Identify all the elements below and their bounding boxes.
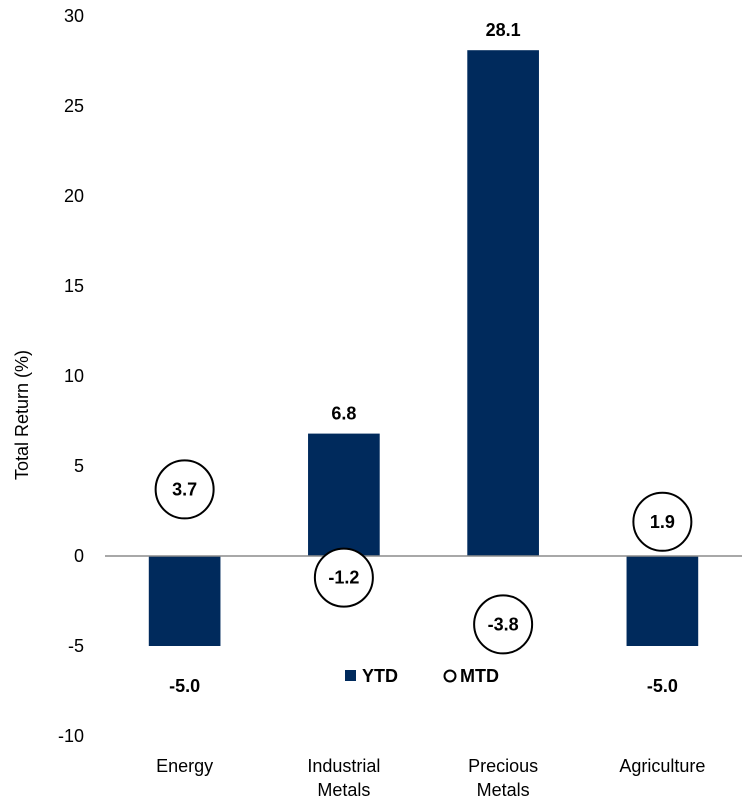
- legend-mtd-label: MTD: [460, 666, 499, 686]
- legend-ytd-swatch: [345, 670, 356, 681]
- category-label: Agriculture: [619, 756, 705, 776]
- ytd-bar: [148, 556, 221, 646]
- category-label: Precious: [468, 756, 538, 776]
- category-label: Energy: [156, 756, 213, 776]
- ytd-bar: [308, 433, 380, 556]
- y-tick-label: 10: [64, 366, 84, 386]
- category-label: Metals: [477, 780, 530, 800]
- y-tick-label: -10: [58, 726, 84, 746]
- mtd-data-label: -3.8: [488, 614, 519, 634]
- y-tick-label: -5: [68, 636, 84, 656]
- ytd-data-labels: -5.0 6.8 28.1 -5.0: [169, 20, 678, 696]
- ytd-data-label: 28.1: [486, 20, 521, 40]
- legend-mtd-marker: [443, 669, 457, 683]
- y-tick-label: 5: [74, 456, 84, 476]
- y-tick-label: 0: [74, 546, 84, 566]
- mtd-marker: [473, 594, 534, 655]
- ytd-bars: [148, 50, 699, 646]
- mtd-marker: [632, 491, 693, 552]
- mtd-data-label: 1.9: [650, 512, 675, 532]
- category-label: Industrial: [307, 756, 380, 776]
- legend: YTD MTD: [345, 666, 499, 686]
- y-tick-label: 15: [64, 276, 84, 296]
- ytd-bar: [626, 556, 699, 646]
- y-axis-title: Total Return (%): [12, 350, 32, 480]
- y-tick-label: 30: [64, 6, 84, 26]
- y-axis-tick-labels: 30 25 20 15 10 5 0 -5 -10: [58, 6, 84, 746]
- legend-ytd-label: YTD: [362, 666, 398, 686]
- category-labels: Energy Industrial Metals Precious Metals Agri…: [156, 756, 705, 800]
- mtd-data-label: 3.7: [172, 479, 197, 499]
- category-label: Metals: [317, 780, 370, 800]
- ytd-bar: [467, 50, 539, 556]
- ytd-data-label: 6.8: [331, 404, 356, 424]
- y-tick-label: 20: [64, 186, 84, 206]
- ytd-data-label: -5.0: [169, 676, 200, 696]
- mtd-marker: [154, 459, 215, 520]
- y-tick-label: 25: [64, 96, 84, 116]
- ytd-data-label: -5.0: [647, 676, 678, 696]
- mtd-data-label: -1.2: [328, 568, 359, 588]
- mtd-marker: [313, 547, 374, 608]
- mtd-markers: 3.7 -1.2 -3.8 1.9: [154, 459, 693, 655]
